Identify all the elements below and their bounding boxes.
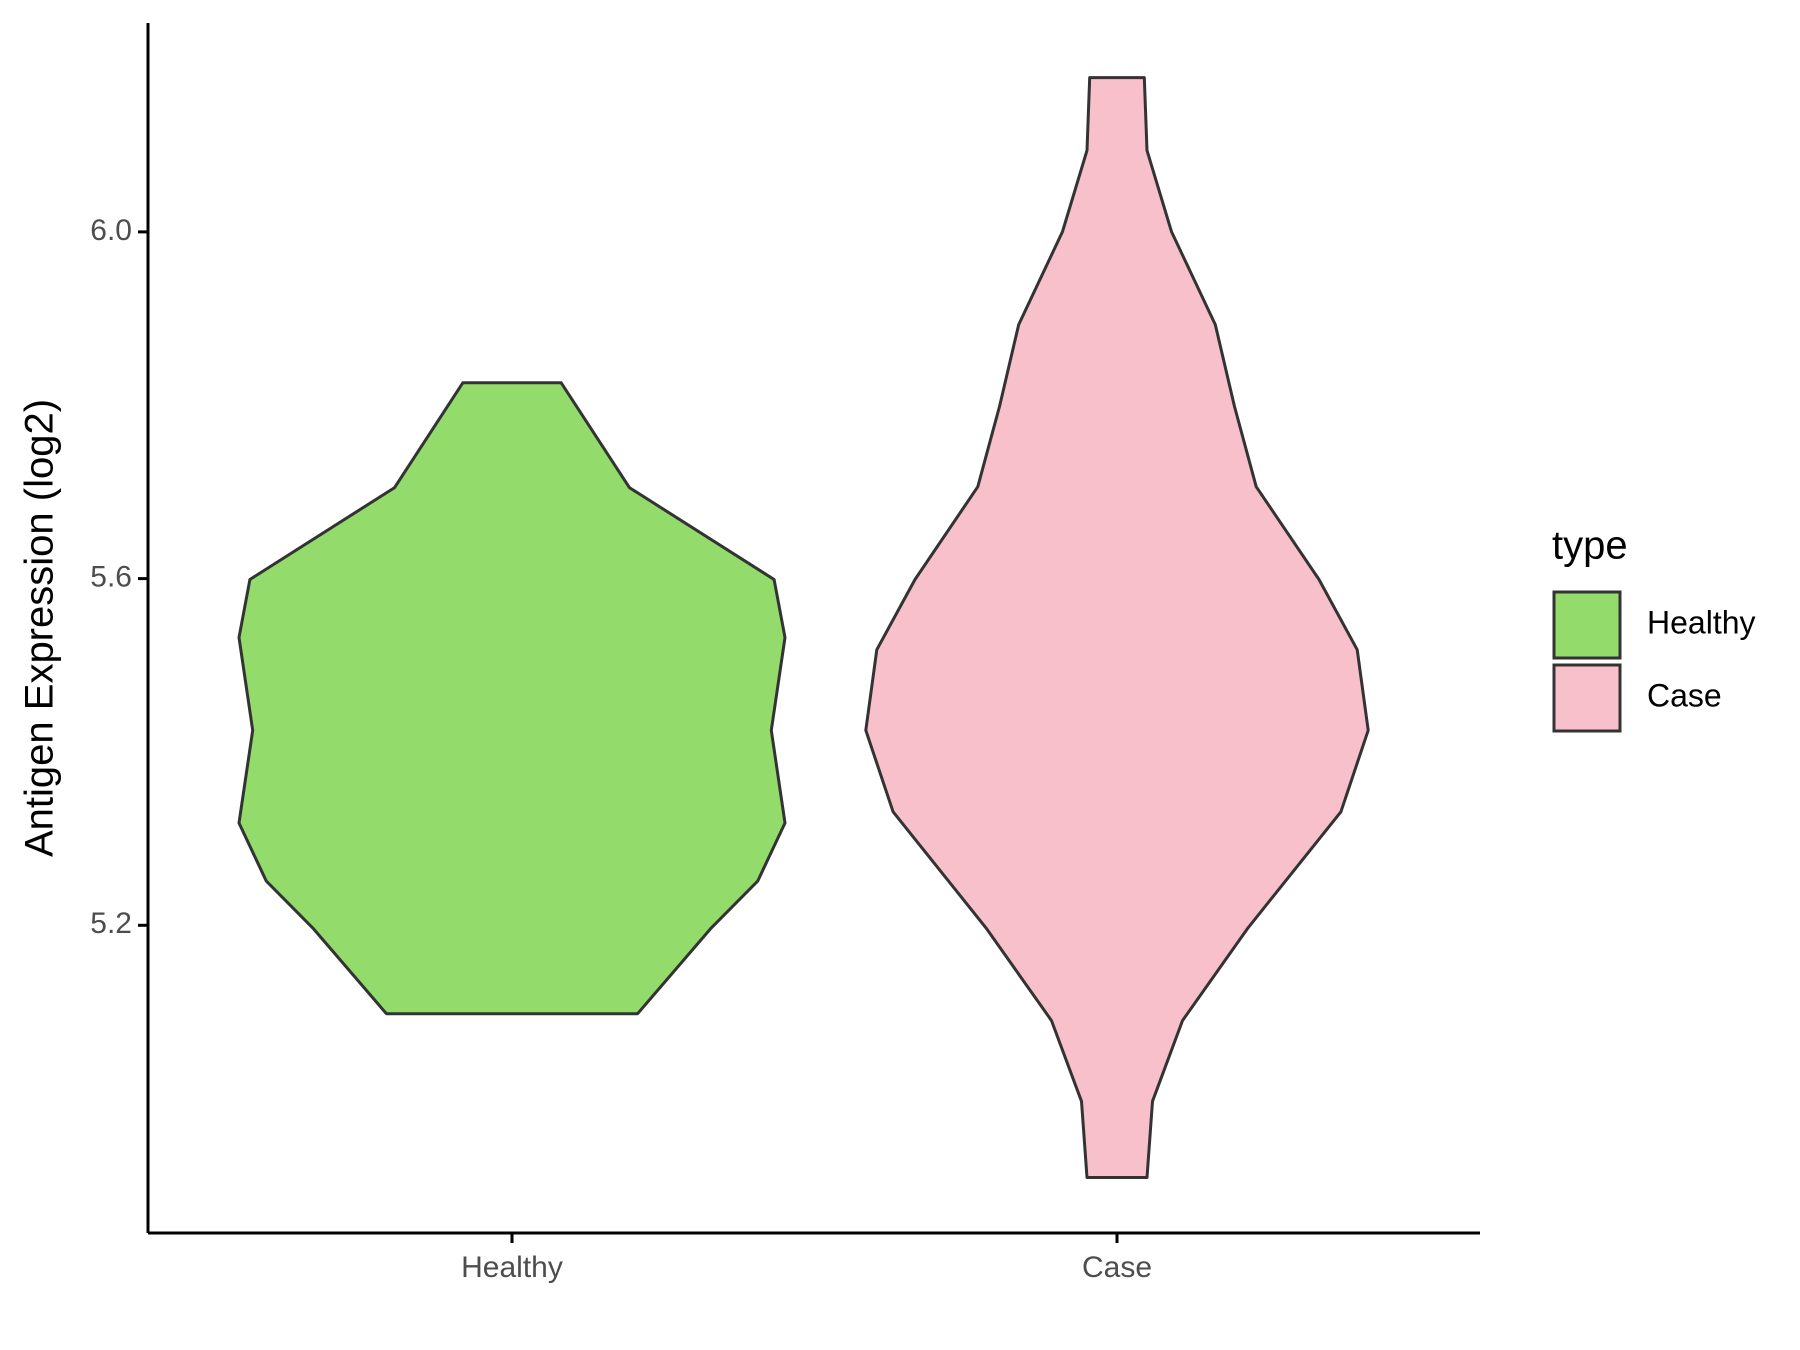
- legend-key: [1552, 590, 1622, 660]
- legend-label: Healthy: [1647, 604, 1756, 640]
- y-axis-title: Antigen Expression (log2): [18, 399, 62, 857]
- x-tick-label: Case: [1082, 1251, 1152, 1284]
- x-tick-label: Healthy: [461, 1251, 563, 1284]
- violin: [237, 381, 787, 1016]
- y-tick-label: 6.0: [90, 214, 132, 247]
- violin: [864, 76, 1370, 1179]
- legend-key: [1552, 663, 1622, 733]
- legend-label: Case: [1647, 677, 1722, 713]
- legend-title: type: [1552, 524, 1628, 568]
- y-tick-label: 5.2: [90, 907, 132, 940]
- y-tick-label: 5.6: [90, 561, 132, 594]
